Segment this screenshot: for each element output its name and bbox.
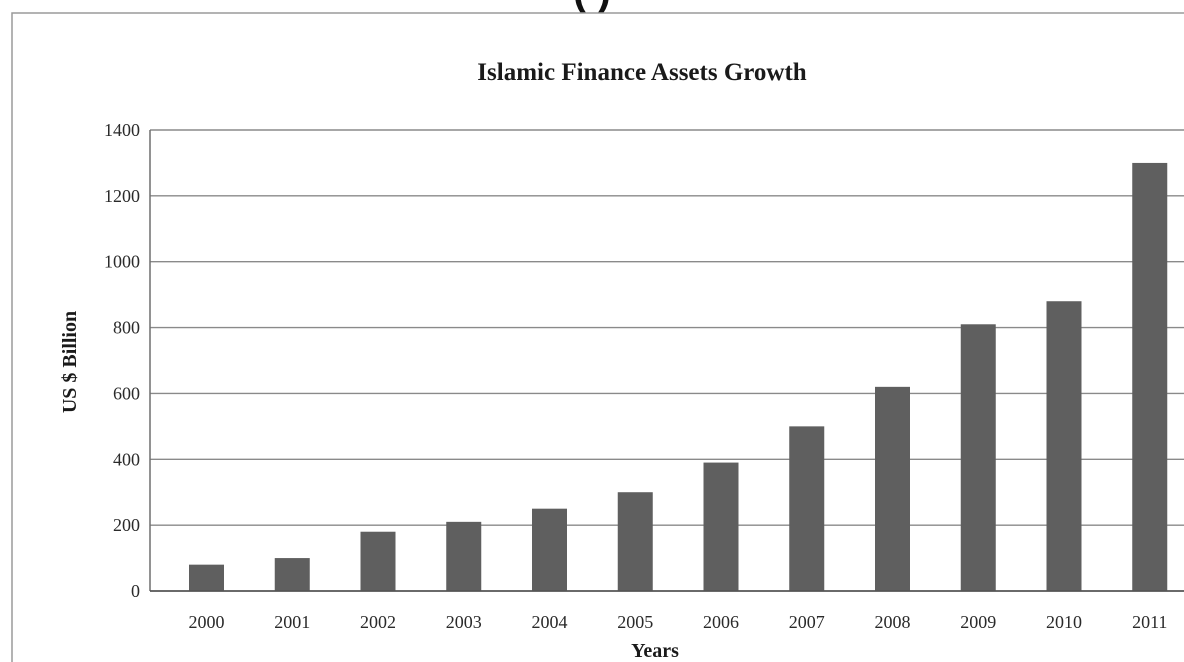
bar-2009 — [960, 324, 996, 591]
x-tick-label: 2001 — [274, 612, 310, 632]
x-tick-label: 2005 — [617, 612, 653, 632]
bar-2010 — [1046, 301, 1082, 591]
bar-2008 — [875, 386, 910, 591]
x-axis-label: Years — [631, 640, 679, 662]
x-tick-label: 2003 — [446, 612, 482, 632]
x-tick-label: 2011 — [1132, 612, 1167, 632]
bar-2005 — [617, 492, 653, 591]
x-tick-label: 2010 — [1046, 612, 1082, 632]
y-axis-label: US $ Billion — [59, 311, 81, 413]
x-tick-label: 2006 — [703, 612, 739, 632]
chart-title: Islamic Finance Assets Growth — [477, 59, 806, 86]
bars — [189, 162, 1168, 591]
x-tick-label: 2004 — [532, 612, 568, 632]
bar-2011 — [1132, 162, 1168, 591]
gridlines — [150, 129, 1184, 526]
chart-frame — [11, 12, 1184, 662]
y-tick-label: 200 — [113, 515, 140, 535]
bar-2000 — [189, 564, 224, 591]
y-tick-label: 1200 — [104, 186, 140, 206]
bar-2001 — [274, 558, 310, 591]
x-axis-ticks: 2000 2001 2002 2003 2004 2005 2006 2007 2008 2009… — [189, 612, 1168, 632]
bar-2003 — [446, 521, 482, 591]
y-tick-label: 1400 — [104, 120, 140, 140]
x-tick-label: 2009 — [960, 612, 996, 632]
bar-2007 — [789, 426, 825, 591]
bar-2004 — [532, 508, 567, 591]
x-tick-label: 2008 — [875, 612, 911, 632]
y-axis-ticks: 0 200 400 600 800 1000 1200 1400 — [104, 120, 140, 601]
x-tick-label: 2007 — [789, 612, 825, 632]
y-tick-label: 0 — [131, 581, 140, 601]
y-tick-label: 800 — [113, 318, 140, 338]
bar-2006 — [703, 462, 739, 591]
top-caption: ( ) — [0, 0, 1184, 12]
x-tick-label: 2000 — [189, 612, 225, 632]
y-tick-label: 400 — [113, 449, 140, 469]
bar-2002 — [360, 531, 396, 591]
y-tick-label: 600 — [113, 383, 140, 403]
x-tick-label: 2002 — [360, 612, 396, 632]
y-tick-label: 1000 — [104, 252, 140, 272]
